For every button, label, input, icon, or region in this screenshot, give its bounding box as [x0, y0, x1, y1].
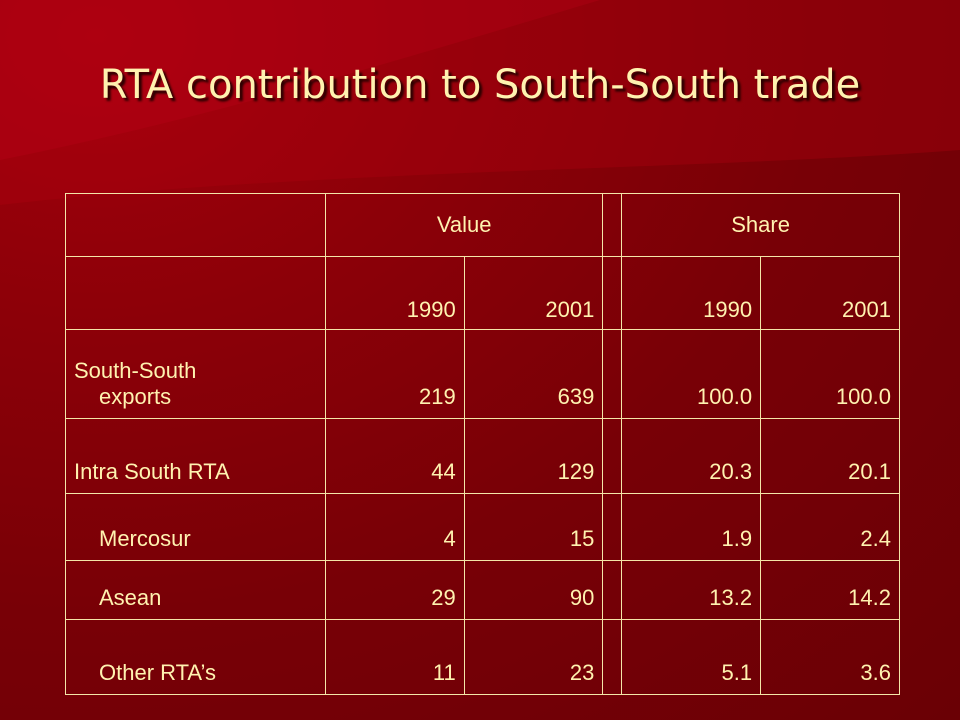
cell-share-1990: 20.3 [621, 418, 762, 494]
cell-value-1990: 29 [325, 560, 465, 620]
row-label-line1: South-South [74, 358, 197, 383]
header-share: Share [621, 193, 900, 257]
row-label-text: Asean [99, 585, 162, 610]
cell-share-2001: 3.6 [760, 619, 900, 695]
year-share-2001: 2001 [760, 256, 900, 330]
cell-share-1990: 13.2 [621, 560, 762, 620]
cell-value-1990: 4 [325, 493, 465, 561]
table-row: Mercosur 4 15 1.9 2.4 [64, 493, 900, 561]
cell-value-2001: 639 [463, 329, 604, 419]
cell-value-2001: 15 [463, 493, 604, 561]
table-row: Asean 29 90 13.2 14.2 [64, 560, 900, 620]
row-label: Other RTA’s [64, 619, 327, 695]
table-header-row: Value Share [64, 193, 900, 257]
cell-value-1990: 219 [325, 329, 465, 419]
cell-value-1990: 44 [325, 418, 465, 494]
gap-cell [602, 560, 623, 620]
gap-cell [602, 619, 623, 695]
years-empty-cell [64, 256, 327, 330]
row-label: Asean [64, 560, 327, 620]
cell-share-1990: 100.0 [621, 329, 762, 419]
table-row: South-South exports 219 639 100.0 100.0 [64, 329, 900, 419]
gap-cell [602, 329, 623, 419]
year-value-1990: 1990 [325, 256, 465, 330]
row-label: Intra South RTA [64, 418, 327, 494]
cell-value-2001: 23 [463, 619, 604, 695]
header-value: Value [325, 193, 604, 257]
row-label-line2: exports [99, 384, 172, 409]
cell-share-2001: 2.4 [760, 493, 900, 561]
row-label: South-South exports [64, 329, 327, 419]
row-label-text: Other RTA’s [99, 660, 216, 685]
header-empty-cell [64, 193, 327, 257]
cell-share-1990: 5.1 [621, 619, 762, 695]
year-share-1990: 1990 [621, 256, 762, 330]
table-row: Intra South RTA 44 129 20.3 20.1 [64, 418, 900, 494]
cell-share-2001: 14.2 [760, 560, 900, 620]
cell-value-2001: 90 [463, 560, 604, 620]
row-label-text: Mercosur [99, 526, 191, 551]
year-value-2001: 2001 [463, 256, 604, 330]
cell-value-2001: 129 [463, 418, 604, 494]
gap-cell [602, 493, 623, 561]
cell-share-2001: 100.0 [760, 329, 900, 419]
rta-table: Value Share 1990 2001 1990 2001 South-So… [64, 193, 900, 695]
cell-share-2001: 20.1 [760, 418, 900, 494]
row-label: Mercosur [64, 493, 327, 561]
cell-value-1990: 11 [325, 619, 465, 695]
cell-share-1990: 1.9 [621, 493, 762, 561]
gap-cell [602, 193, 623, 257]
table-years-row: 1990 2001 1990 2001 [64, 256, 900, 330]
gap-cell [602, 256, 623, 330]
table-row: Other RTA’s 11 23 5.1 3.6 [64, 619, 900, 695]
slide-title: RTA contribution to South-South trade [99, 62, 861, 108]
gap-cell [602, 418, 623, 494]
